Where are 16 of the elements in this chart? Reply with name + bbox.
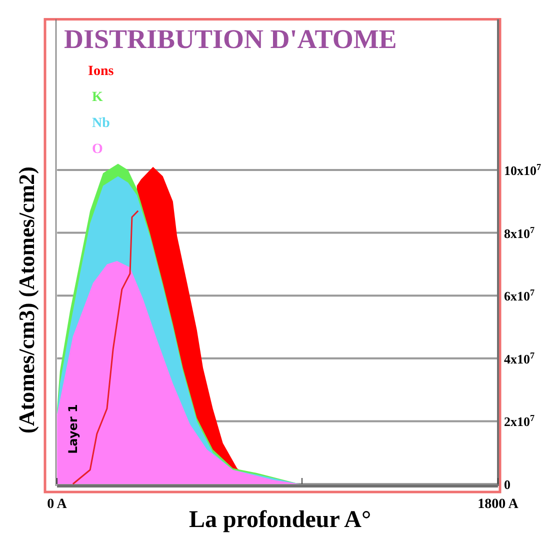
- x-tick-label: 0 A: [47, 497, 68, 512]
- chart-title: DISTRIBUTION D'ATOME: [64, 24, 397, 54]
- y-tick-label: 4x10$^{7}$: [504, 350, 535, 366]
- x-tick-label: 1800 A: [478, 497, 520, 512]
- text: K: [92, 90, 103, 105]
- annotation: Layer 1: [66, 404, 80, 454]
- x-axis-title: La profondeur A°: [188, 507, 372, 533]
- text: Ions: [88, 64, 114, 79]
- y-tick-label: 10x10$^{7}$: [504, 162, 542, 178]
- y-tick-label: 2x10$^{7}$: [504, 413, 535, 430]
- y-tick-label: 8x10$^{7}$: [504, 224, 535, 241]
- y-tick-label: 6x10$^{7}$: [504, 288, 535, 304]
- y-axis-title: (Atomes/cm3) (Atomes/cm2): [14, 166, 39, 434]
- y-tick-label: 0: [504, 477, 510, 492]
- text: O: [92, 142, 103, 157]
- text: Nb: [92, 116, 110, 131]
